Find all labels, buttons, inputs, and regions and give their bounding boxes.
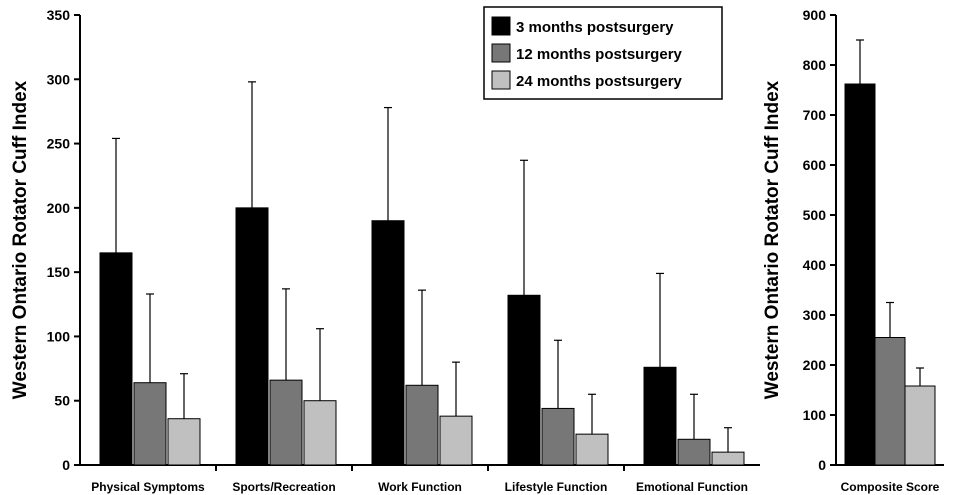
bar [235, 207, 269, 466]
x-tick-label: Physical Symptoms [91, 480, 205, 494]
x-tick-label: Sports/Recreation [232, 480, 335, 494]
bar [507, 294, 541, 466]
right-chart: 0 100 200 300 400 500 600 700 800 900 Western Onta… [762, 7, 944, 494]
legend-swatch [491, 43, 511, 63]
y-tick-label: 900 [803, 7, 827, 23]
legend-label: 3 months postsurgery [516, 19, 674, 36]
legend-swatch [491, 70, 511, 90]
legend-box [483, 6, 723, 100]
bar [439, 415, 473, 466]
legend-label: 12 months postsurgery [516, 46, 683, 63]
left-chart: 0 50 100 150 200 250 300 350 Western Ontario Rot… [10, 7, 760, 494]
y-axis-label: Western Ontario Rotator Cuff Index [10, 80, 31, 399]
bar [167, 418, 201, 466]
y-tick-label: 400 [803, 257, 827, 273]
x-tick-label: Emotional Function [636, 480, 748, 494]
y-tick-label: 200 [47, 200, 71, 216]
y-tick-label: 200 [803, 357, 827, 373]
bar [643, 366, 677, 466]
y-tick-label: 800 [803, 57, 827, 73]
y-tick-label: 0 [62, 457, 70, 473]
bar [269, 379, 303, 466]
bar [303, 400, 337, 466]
y-tick-label: 700 [803, 107, 827, 123]
y-tick-label: 250 [47, 136, 71, 152]
legend-swatch [491, 16, 511, 36]
bar [844, 83, 876, 466]
bar [405, 384, 439, 466]
y-axis-label: Western Ontario Rotator Cuff Index [762, 80, 783, 399]
y-tick-label: 0 [818, 457, 826, 473]
bar [711, 451, 745, 466]
y-tick-label: 50 [54, 393, 70, 409]
y-tick-label: 600 [803, 157, 827, 173]
bar [371, 220, 405, 466]
bar [904, 385, 936, 466]
bar [575, 433, 609, 466]
y-tick-label: 500 [803, 207, 827, 223]
bar [133, 382, 167, 466]
y-tick-label: 150 [47, 264, 71, 280]
y-tick-label: 100 [47, 328, 71, 344]
y-tick-label: 300 [47, 71, 71, 87]
x-tick-label: Composite Score [841, 480, 940, 494]
bar [541, 407, 575, 466]
bar [677, 438, 711, 466]
x-tick-label: Lifestyle Function [505, 480, 608, 494]
y-tick-label: 100 [803, 407, 827, 423]
legend: 3 months postsurgery 12 months postsurger… [483, 6, 723, 100]
x-tick-label: Work Function [378, 480, 462, 494]
bar [99, 252, 133, 466]
y-tick-label: 350 [47, 7, 71, 23]
bar [874, 337, 906, 466]
legend-label: 24 months postsurgery [516, 73, 683, 90]
y-tick-label: 300 [803, 307, 827, 323]
